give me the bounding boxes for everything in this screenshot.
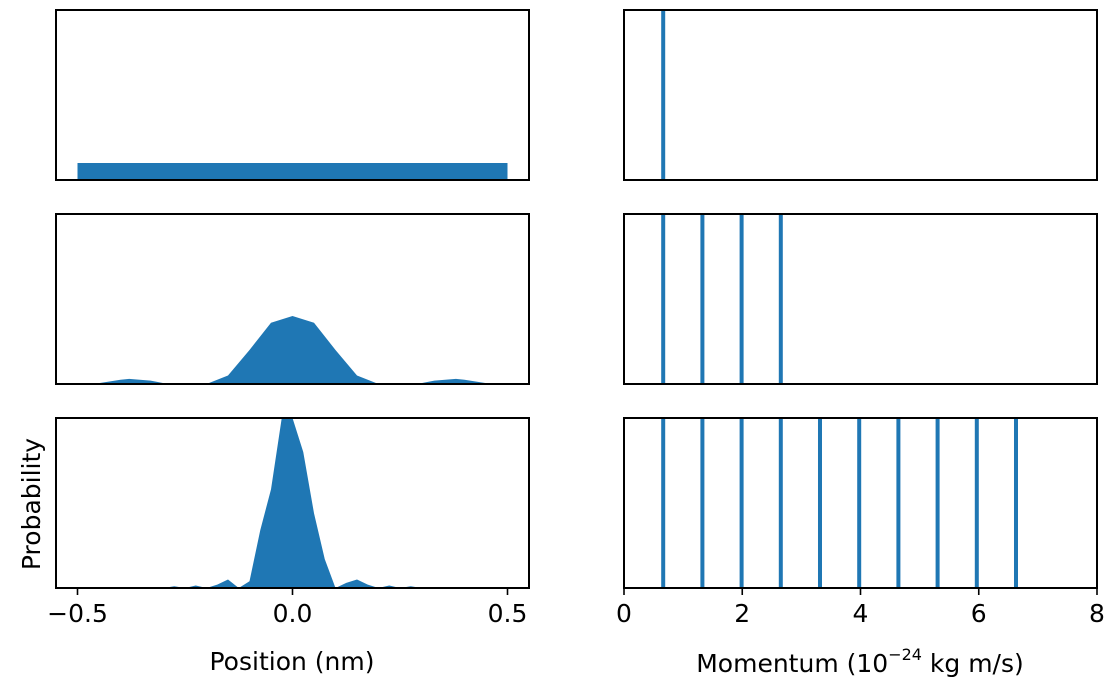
position-panel-3: [55, 417, 530, 589]
momentum-tick-label-3: 4: [853, 599, 869, 628]
momentum-panel-2: [623, 213, 1098, 385]
position-area-1: [77, 163, 508, 180]
y-axis-label: Probability: [17, 438, 46, 570]
momentum-tick-label-1: 0: [616, 599, 632, 628]
momentum-tick-label-5: 8: [1089, 599, 1105, 628]
position-x-axis-label: Position (nm): [210, 647, 375, 676]
position-panel-1: [55, 9, 530, 181]
position-area-3: [77, 418, 508, 588]
panels: [55, 9, 1098, 589]
position-tick-label-1: −0.5: [47, 599, 108, 628]
position-frame-1: [55, 9, 530, 181]
momentum-tick-label-4: 6: [971, 599, 987, 628]
x-ticks: −0.5 0.0 0.5 0 2 4 6 8: [47, 588, 1105, 628]
momentum-x-axis-label: Momentum (10−24 kg m/s): [696, 645, 1024, 678]
momentum-label-main: Momentum (10: [696, 649, 888, 678]
momentum-panel-3: [623, 417, 1098, 589]
position-panel-2: [55, 213, 530, 385]
position-frame-2: [55, 213, 530, 385]
position-tick-label-3: 0.5: [488, 599, 528, 628]
position-tick-label-2: 0.0: [273, 599, 313, 628]
momentum-label-exponent: −24: [888, 645, 922, 664]
position-area-2: [77, 316, 508, 384]
momentum-tick-label-2: 2: [734, 599, 750, 628]
momentum-frame-2: [623, 213, 1098, 385]
momentum-label-tail: kg m/s): [922, 649, 1024, 678]
momentum-panel-1: [623, 9, 1098, 181]
momentum-frame-1: [623, 9, 1098, 181]
